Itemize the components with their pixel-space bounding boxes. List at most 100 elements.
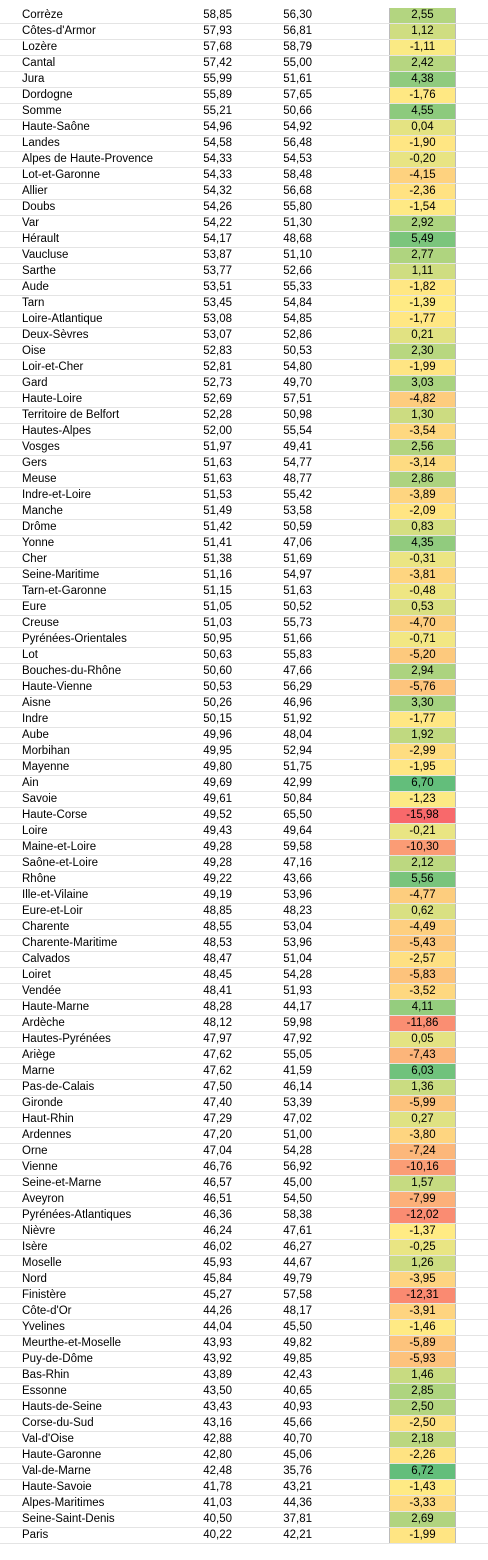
value-cell: 56,29 [283,681,312,693]
difference-cell: -1,76 [389,88,456,103]
value-cell: 58,85 [203,9,232,21]
value-cell: 51,15 [203,585,232,597]
table-row: Eure-et-Loir 48,85 48,23 0,62 [0,904,488,920]
difference-cell: 1,36 [389,1080,456,1095]
value-cell: 44,67 [283,1257,312,1269]
department-name: Val-d'Oise [22,1433,74,1445]
difference-cell: 2,42 [389,56,456,71]
value-cell: 52,81 [203,361,232,373]
difference-cell: 2,94 [389,664,456,679]
department-name: Corse-du-Sud [22,1417,94,1429]
difference-cell: -4,77 [389,888,456,903]
value-cell: 45,50 [283,1321,312,1333]
value-cell: 40,65 [283,1385,312,1397]
value-cell: 50,98 [283,409,312,421]
value-cell: 58,38 [283,1209,312,1221]
table-row: Vaucluse 53,87 51,10 2,77 [0,248,488,264]
department-name: Bouches-du-Rhône [22,665,122,677]
difference-cell: -3,54 [389,424,456,439]
table-row: Loir-et-Cher 52,81 54,80 -1,99 [0,360,488,376]
value-cell: 57,65 [283,89,312,101]
value-cell: 51,49 [203,505,232,517]
value-cell: 49,28 [203,857,232,869]
table-row: Tarn 53,45 54,84 -1,39 [0,296,488,312]
department-name: Haute-Savoie [22,1481,92,1493]
difference-cell: 2,50 [389,1400,456,1415]
value-cell: 49,95 [203,745,232,757]
department-name: Dordogne [22,89,73,101]
department-name: Pyrénées-Atlantiques [22,1209,132,1221]
table-row: Indre 50,15 51,92 -1,77 [0,712,488,728]
department-name: Hauts-de-Seine [22,1401,102,1413]
value-cell: 54,32 [203,185,232,197]
difference-cell: 4,35 [389,536,456,551]
value-cell: 46,76 [203,1161,232,1173]
department-name: Landes [22,137,60,149]
difference-cell: -1,46 [389,1320,456,1335]
difference-cell: -1,54 [389,200,456,215]
table-row: Drôme 51,42 50,59 0,83 [0,520,488,536]
difference-cell: -0,31 [389,552,456,567]
table-row: Bas-Rhin 43,89 42,43 1,46 [0,1368,488,1384]
difference-cell: -4,15 [389,168,456,183]
department-name: Cantal [22,57,56,69]
value-cell: 47,61 [283,1225,312,1237]
value-cell: 54,33 [203,169,232,181]
table-row: Loire-Atlantique 53,08 54,85 -1,77 [0,312,488,328]
value-cell: 45,00 [283,1177,312,1189]
table-row: Hautes-Alpes 52,00 55,54 -3,54 [0,424,488,440]
department-name: Côtes-d'Armor [22,25,96,37]
department-name: Alpes-Maritimes [22,1497,105,1509]
department-name: Var [22,217,40,229]
value-cell: 65,50 [283,809,312,821]
value-cell: 50,52 [283,601,312,613]
value-cell: 55,42 [283,489,312,501]
department-name: Nièvre [22,1225,56,1237]
table-row: Hautes-Pyrénées 47,97 47,92 0,05 [0,1032,488,1048]
value-cell: 57,51 [283,393,312,405]
value-cell: 50,63 [203,649,232,661]
value-cell: 48,04 [283,729,312,741]
value-cell: 47,02 [283,1113,312,1125]
value-cell: 51,93 [283,985,312,997]
table-row: Aisne 50,26 46,96 3,30 [0,696,488,712]
value-cell: 48,55 [203,921,232,933]
department-name: Yvelines [22,1321,65,1333]
value-cell: 54,85 [283,313,312,325]
department-name: Loir-et-Cher [22,361,84,373]
value-cell: 53,51 [203,281,232,293]
value-cell: 51,38 [203,553,232,565]
value-cell: 54,84 [283,297,312,309]
department-name: Indre [22,713,49,725]
table-row: Val-de-Marne 42,48 35,76 6,72 [0,1464,488,1480]
value-cell: 54,80 [283,361,312,373]
department-name: Hautes-Alpes [22,425,92,437]
table-row: Haute-Savoie 41,78 43,21 -1,43 [0,1480,488,1496]
value-cell: 53,07 [203,329,232,341]
table-row: Vendée 48,41 51,93 -3,52 [0,984,488,1000]
difference-cell: -1,82 [389,280,456,295]
value-cell: 53,96 [283,889,312,901]
value-cell: 52,73 [203,377,232,389]
value-cell: 45,84 [203,1273,232,1285]
department-name: Mayenne [22,761,70,773]
difference-cell: 5,49 [389,232,456,247]
difference-cell: -12,02 [389,1208,456,1223]
department-name: Charente-Maritime [22,937,118,949]
value-cell: 46,36 [203,1209,232,1221]
value-cell: 46,02 [203,1241,232,1253]
difference-cell: 4,38 [389,72,456,87]
department-name: Nord [22,1273,47,1285]
department-name: Lot-et-Garonne [22,169,100,181]
value-cell: 54,96 [203,121,232,133]
value-cell: 51,42 [203,521,232,533]
difference-cell: 1,57 [389,1176,456,1191]
difference-cell: 2,12 [389,856,456,871]
table-row: Marne 47,62 41,59 6,03 [0,1064,488,1080]
difference-cell: -11,86 [389,1016,456,1031]
value-cell: 43,93 [203,1337,232,1349]
table-row: Haute-Marne 48,28 44,17 4,11 [0,1000,488,1016]
department-name: Ardèche [22,1017,65,1029]
value-cell: 52,86 [283,329,312,341]
difference-cell: -2,36 [389,184,456,199]
